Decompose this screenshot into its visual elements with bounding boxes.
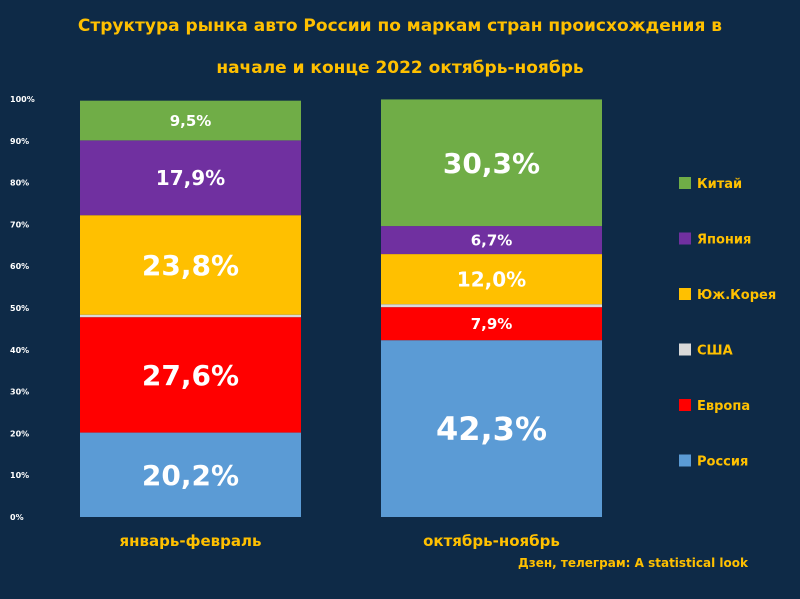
bar-segment — [80, 140, 301, 216]
data-label: 30,3% — [443, 147, 540, 180]
y-tick-label: 50% — [10, 304, 29, 313]
bar-segment — [80, 432, 301, 517]
bar-segment — [381, 340, 602, 517]
bar-segment — [80, 314, 301, 318]
legend-label: Юж.Корея — [697, 288, 776, 303]
data-label: 20,2% — [142, 459, 239, 492]
y-tick-label: 70% — [10, 220, 29, 229]
data-label: 23,8% — [142, 249, 239, 282]
y-tick-label: 80% — [10, 179, 29, 188]
data-label: 9,5% — [170, 112, 212, 130]
bar-segment — [80, 215, 301, 315]
data-label: 17,9% — [156, 166, 225, 190]
data-label: 7,9% — [471, 315, 513, 333]
y-tick-label: 20% — [10, 429, 29, 438]
source-note: Дзен, телеграм: A statistical look — [518, 556, 748, 570]
legend-swatch — [679, 399, 691, 411]
y-tick-label: 0% — [10, 513, 24, 522]
data-label: 6,7% — [471, 231, 513, 249]
chart-title-line-2: начале и конце 2022 октябрь-ноябрь — [216, 58, 584, 78]
data-label: 42,3% — [436, 410, 547, 448]
legend-label: Россия — [697, 455, 748, 470]
y-tick-label: 10% — [10, 471, 29, 480]
data-label: 12,0% — [457, 267, 526, 291]
legend-label: США — [697, 344, 733, 359]
x-category-label: январь-февраль — [120, 532, 262, 550]
bar-segment — [381, 304, 602, 308]
legend-label: Китай — [697, 177, 742, 192]
legend-swatch — [679, 177, 691, 189]
legend-label: Европа — [697, 399, 750, 414]
y-tick-label: 90% — [10, 137, 29, 146]
legend-swatch — [679, 232, 691, 245]
bar-segment — [381, 254, 602, 305]
bar-segment — [381, 226, 602, 255]
legend-swatch — [679, 343, 691, 356]
x-category-label: октябрь-ноябрь — [423, 532, 560, 550]
y-tick-label: 40% — [10, 346, 29, 355]
bar-segment — [80, 100, 301, 141]
y-tick-label: 30% — [10, 388, 29, 397]
legend-label: Япония — [697, 233, 751, 248]
bar-segment — [381, 99, 602, 227]
y-tick-label: 100% — [10, 95, 35, 104]
data-label: 27,6% — [142, 359, 239, 392]
chart-title-line-1: Структура рынка авто России по маркам ст… — [77, 16, 723, 36]
bar-segment — [381, 307, 602, 341]
legend-swatch — [679, 454, 691, 467]
legend-swatch — [679, 288, 691, 300]
bar-segment — [80, 317, 301, 433]
y-tick-label: 60% — [10, 262, 29, 271]
